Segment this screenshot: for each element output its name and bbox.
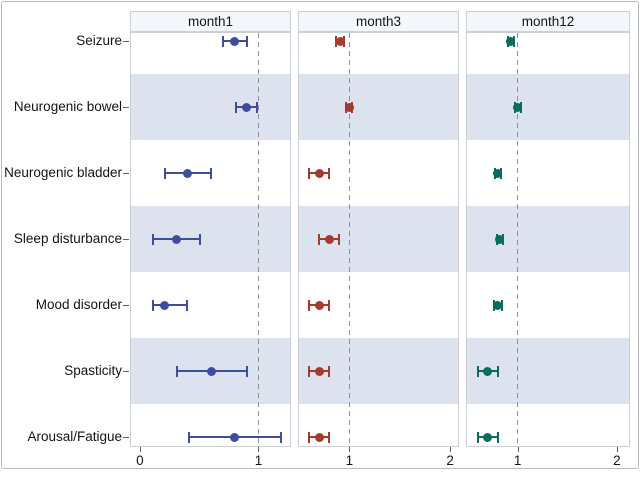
ci-cap-low — [308, 167, 311, 179]
estimate-marker — [230, 36, 240, 46]
estimate-marker — [335, 36, 345, 46]
panel-title: month3 — [355, 14, 402, 29]
estimate-marker — [314, 432, 324, 442]
reference-line — [257, 33, 259, 446]
ci-cap-low — [476, 365, 479, 377]
y-axis-tick — [123, 437, 129, 438]
ci-cap-high — [245, 35, 248, 47]
ci-cap-low — [163, 167, 166, 179]
x-axis-tick — [139, 447, 141, 452]
estimate-marker — [513, 102, 523, 112]
ci-cap-low — [308, 299, 311, 311]
estimate-marker — [160, 300, 170, 310]
category-label: Arousal/Fatigue — [27, 429, 122, 444]
ci-cap-low — [308, 365, 311, 377]
estimate-marker — [172, 234, 182, 244]
row-band — [467, 206, 629, 272]
ci-cap-low — [151, 233, 154, 245]
estimate-marker — [493, 168, 503, 178]
ci-cap-high — [496, 431, 499, 443]
x-axis-tick-label: 1 — [513, 453, 522, 468]
panel-plot-month3 — [298, 32, 459, 447]
estimate-marker — [506, 36, 516, 46]
panel-header-month12: month12 — [466, 11, 630, 32]
x-axis-tick-label: 2 — [613, 453, 621, 468]
ci-cap-high — [210, 167, 213, 179]
estimate-marker — [314, 366, 324, 376]
row-band — [131, 74, 290, 140]
panel-plot-month1 — [130, 32, 291, 447]
y-axis-tick — [123, 371, 129, 372]
y-axis-tick — [123, 41, 129, 42]
estimate-marker — [344, 102, 354, 112]
ci-cap-low — [187, 431, 190, 443]
ci-cap-high — [199, 233, 202, 245]
x-axis-tick — [450, 447, 452, 452]
category-label: Mood disorder — [35, 297, 122, 312]
panel-plot-month12 — [466, 32, 630, 447]
ci-cap-high — [328, 167, 331, 179]
ci-cap-low — [151, 299, 154, 311]
x-axis-tick-label: 1 — [254, 453, 263, 468]
row-band — [299, 74, 458, 140]
estimate-marker — [206, 366, 216, 376]
ci-cap-high — [279, 431, 282, 443]
ci-cap-high — [245, 365, 248, 377]
ci-cap-high — [496, 365, 499, 377]
x-axis-tick-label: 0 — [136, 453, 144, 468]
ci-cap-low — [221, 35, 224, 47]
ci-cap-low — [318, 233, 321, 245]
ci-cap-high — [328, 431, 331, 443]
category-label: Seizure — [76, 33, 122, 48]
estimate-marker — [242, 102, 252, 112]
ci-cap-high — [328, 365, 331, 377]
panel-header-month1: month1 — [130, 11, 291, 32]
panel-header-month3: month3 — [298, 11, 459, 32]
y-axis-tick — [123, 173, 129, 174]
ci-cap-high — [328, 299, 331, 311]
category-label: Sleep disturbance — [13, 231, 122, 246]
estimate-marker — [483, 366, 493, 376]
estimate-marker — [314, 300, 324, 310]
x-axis-tick — [616, 447, 618, 452]
ci-cap-low — [234, 101, 237, 113]
ci-line — [152, 304, 188, 306]
category-label: Neurogenic bladder — [4, 165, 122, 180]
category-label: Spasticity — [64, 363, 122, 378]
estimate-marker — [324, 234, 334, 244]
ci-cap-low — [175, 365, 178, 377]
x-axis-tick-label: 2 — [446, 453, 454, 468]
ci-cap-low — [476, 431, 479, 443]
x-axis-tick — [258, 447, 260, 452]
panel-title: month1 — [187, 14, 234, 29]
x-axis-tick — [517, 447, 519, 452]
panel-title: month12 — [521, 14, 575, 29]
estimate-marker — [182, 168, 192, 178]
ci-cap-high — [338, 233, 341, 245]
estimate-marker — [314, 168, 324, 178]
ci-cap-low — [308, 431, 311, 443]
x-axis-tick — [349, 447, 351, 452]
estimate-marker — [483, 432, 493, 442]
y-axis-tick — [123, 239, 129, 240]
row-band — [467, 74, 629, 140]
reference-line — [348, 33, 350, 446]
estimate-marker — [493, 300, 503, 310]
estimate-marker — [495, 234, 505, 244]
y-axis-tick — [123, 305, 129, 306]
category-label: Neurogenic bowel — [13, 99, 122, 114]
estimate-marker — [230, 432, 240, 442]
reference-line — [517, 33, 519, 446]
y-axis-tick — [123, 107, 129, 108]
ci-cap-high — [186, 299, 189, 311]
x-axis-tick-label: 1 — [345, 453, 354, 468]
ci-cap-high — [256, 101, 259, 113]
